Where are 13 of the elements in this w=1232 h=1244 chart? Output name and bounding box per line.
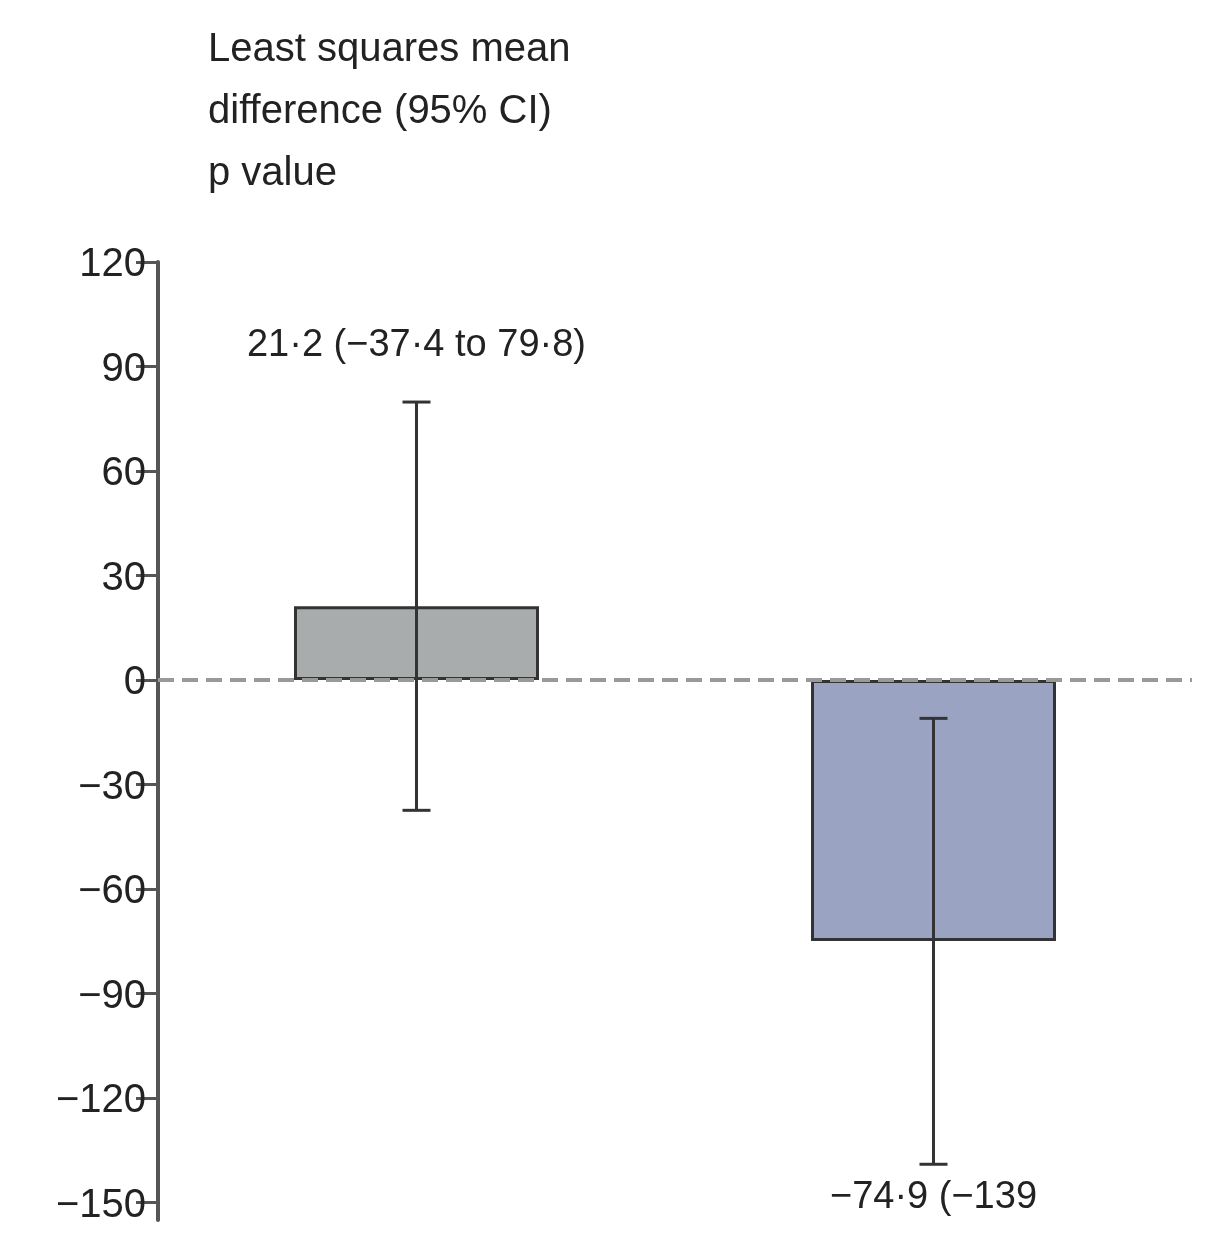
y-tick-label: −30 bbox=[78, 762, 146, 807]
y-tick-label: −120 bbox=[55, 1076, 146, 1121]
y-tick-label: 0 bbox=[123, 658, 146, 703]
y-tick-label: 120 bbox=[79, 240, 146, 284]
y-axis-title: Least squares mean difference (95% CI) p value bbox=[208, 25, 571, 193]
y-tick-label: 30 bbox=[101, 553, 146, 598]
y-tick-label: 90 bbox=[101, 344, 146, 389]
y-tick-label: 60 bbox=[101, 449, 146, 494]
y-tick-label: −150 bbox=[55, 1180, 146, 1225]
annotation: 21·2 (−37·4 to 79·8) bbox=[246, 322, 587, 365]
y-tick-label: −60 bbox=[78, 867, 146, 912]
annotation: −74·9 (−139 bbox=[829, 1174, 1038, 1217]
y-tick-label: −90 bbox=[78, 971, 146, 1016]
